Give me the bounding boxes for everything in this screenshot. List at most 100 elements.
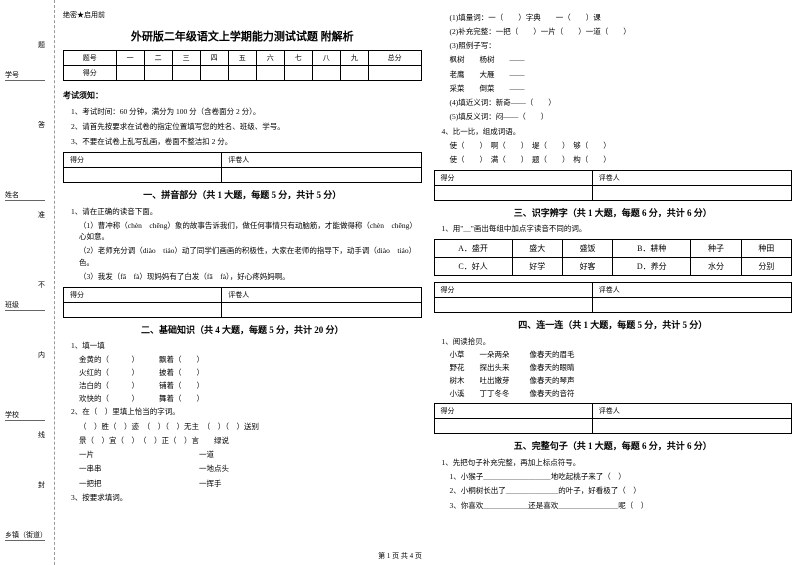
spine-mark: 封 bbox=[38, 480, 45, 490]
score-cell[interactable] bbox=[368, 66, 421, 81]
q-text: 4、比一比，组成词语。 bbox=[442, 126, 793, 137]
spine-mark: 准 bbox=[38, 210, 45, 220]
grader-cell[interactable] bbox=[222, 168, 421, 183]
q-text: (1)填量词：一（ ）字典 一（ ）课 bbox=[450, 12, 793, 23]
grader-cell: 评卷人 bbox=[222, 287, 421, 302]
notice-item: 1、考试时间：60 分钟，满分为 100 分（含卷面分 2 分）。 bbox=[71, 106, 422, 117]
spine-field-name: 姓名 bbox=[5, 190, 45, 201]
grader-box: 得分评卷人 bbox=[63, 152, 422, 183]
q-text: (5)填反义词：闷——（ ） bbox=[450, 111, 793, 122]
q-text: 3、你喜欢＿＿＿＿＿＿还是喜欢＿＿＿＿＿＿＿＿呢（ ） bbox=[450, 500, 793, 511]
q-text: 2、在（ ）里填上恰当的字词。 bbox=[71, 406, 422, 417]
score-cell: 四 bbox=[200, 51, 228, 66]
exam-title: 外研版二年级语文上学期能力测试试题 附解析 bbox=[63, 28, 422, 44]
q-text: 欢快的（ ） bbox=[79, 393, 159, 404]
grader-cell[interactable] bbox=[434, 185, 592, 200]
spine-field-town: 乡镇（街道） bbox=[5, 530, 45, 541]
score-cell[interactable] bbox=[144, 66, 172, 81]
score-cell: 六 bbox=[256, 51, 284, 66]
section-4-title: 四、连一连（共 1 大题，每题 5 分，共计 5 分） bbox=[434, 318, 793, 331]
q-text: （ ）胜（ ）迹 （ ）（ ）无主 （ ）（ ）送别 bbox=[79, 421, 422, 432]
score-cell: 九 bbox=[340, 51, 368, 66]
section-5-title: 五、完整句子（共 1 大题，每题 6 分，共计 6 分） bbox=[434, 439, 793, 452]
score-cell[interactable] bbox=[200, 66, 228, 81]
q-text: 1、请在正确的读音下面。 bbox=[71, 206, 422, 217]
spine-mark: 答 bbox=[38, 120, 45, 130]
score-cell[interactable] bbox=[172, 66, 200, 81]
q-text: 像春天的琴声 bbox=[530, 375, 575, 386]
spine-mark: 不 bbox=[38, 280, 45, 290]
char-cell: 盛饭 bbox=[562, 240, 612, 258]
q-text: 1、阅读拾贝。 bbox=[442, 336, 793, 347]
grader-cell: 得分 bbox=[434, 170, 592, 185]
grader-cell[interactable] bbox=[64, 168, 222, 183]
q-text: 1、小猴子＿＿＿＿＿＿＿＿＿地吃起桃子来了（ ） bbox=[450, 471, 793, 482]
score-cell[interactable] bbox=[228, 66, 256, 81]
grader-cell[interactable] bbox=[222, 302, 421, 317]
grader-cell[interactable] bbox=[592, 298, 791, 313]
grader-cell[interactable] bbox=[434, 419, 592, 434]
q-text: 披着（ ） bbox=[159, 367, 204, 378]
q-text: 枫树 杨树 —— bbox=[450, 54, 793, 65]
q-text: （2）老师充分调（diào tiáo）动了同学们画画的积极性，大家在老师的指导下… bbox=[79, 245, 422, 268]
char-cell: B．耕种 bbox=[613, 240, 691, 258]
grader-box: 得分评卷人 bbox=[434, 170, 793, 201]
q-text: 小溪 丁丁冬冬 bbox=[450, 388, 530, 399]
score-cell[interactable] bbox=[256, 66, 284, 81]
q-text: (2)补充完整：一把（ ）一片（ ）一道（ ） bbox=[450, 26, 793, 37]
char-cell: D．养分 bbox=[613, 258, 691, 276]
char-cell: 盛大 bbox=[512, 240, 562, 258]
q-text: 洁白的（ ） bbox=[79, 380, 159, 391]
score-cell: 总分 bbox=[368, 51, 421, 66]
q-text: （3）我发（fā fà）现妈妈有了白发（fā fà），好心疼妈妈啊。 bbox=[79, 271, 422, 282]
char-cell: C．好人 bbox=[434, 258, 512, 276]
q-text: 3、按要求填词。 bbox=[71, 492, 422, 503]
grader-cell: 评卷人 bbox=[222, 153, 421, 168]
score-cell[interactable] bbox=[116, 66, 144, 81]
q-text: 1、先把句子补充完整，再加上标点符号。 bbox=[442, 457, 793, 468]
q-text: 飘着（ ） bbox=[159, 354, 204, 365]
spine-mark: 线 bbox=[38, 430, 45, 440]
char-cell: 种田 bbox=[741, 240, 791, 258]
score-cell[interactable] bbox=[340, 66, 368, 81]
q-text: 野花 探出头来 bbox=[450, 362, 530, 373]
q-text: 使（ ） 满（ ） 题（ ） 构（ ） bbox=[450, 154, 793, 165]
score-cell: 得分 bbox=[64, 66, 117, 81]
q-text: 像春天的眼睛 bbox=[530, 362, 575, 373]
secret-label: 绝密★启用前 bbox=[63, 10, 422, 20]
notice-item: 3、不要在试卷上乱写乱画，卷面不整洁扣 2 分。 bbox=[71, 136, 422, 147]
q-text: (4)填近义词：新奇——（ ） bbox=[450, 97, 793, 108]
q-text: （1）曹冲称（chèn chēng）象的故事告诉我们，做任何事情只有动脑筋，才能… bbox=[79, 220, 422, 243]
q-text: 铺着（ ） bbox=[159, 380, 204, 391]
grader-cell[interactable] bbox=[64, 302, 222, 317]
grader-cell[interactable] bbox=[434, 298, 592, 313]
section-3-title: 三、识字辨字（共 1 大题，每题 6 分，共计 6 分） bbox=[434, 206, 793, 219]
score-cell: 五 bbox=[228, 51, 256, 66]
spine-field-class: 班级 bbox=[5, 300, 45, 311]
q-text: 一串串 一地点头 bbox=[79, 463, 422, 474]
q-text: 小草 一朵两朵 bbox=[450, 349, 530, 360]
grader-cell[interactable] bbox=[592, 185, 791, 200]
score-cell[interactable] bbox=[284, 66, 312, 81]
binding-spine: 乡镇（街道） 学校 班级 姓名 学号 封 线 内 不 准 答 题 bbox=[0, 0, 55, 565]
q-text: 采菜 倒菜 —— bbox=[450, 83, 793, 94]
q-text: 老鹰 大雁 —— bbox=[450, 69, 793, 80]
grader-cell[interactable] bbox=[592, 419, 791, 434]
spine-mark: 内 bbox=[38, 350, 45, 360]
q-text: 2、小桐树长出了＿＿＿＿＿＿＿的叶子，好看极了（ ） bbox=[450, 485, 793, 496]
grader-cell: 得分 bbox=[64, 153, 222, 168]
section-1-title: 一、拼音部分（共 1 大题，每题 5 分，共计 5 分） bbox=[63, 188, 422, 201]
char-cell: 分别 bbox=[741, 258, 791, 276]
spine-mark: 题 bbox=[38, 40, 45, 50]
grader-cell: 得分 bbox=[64, 287, 222, 302]
grader-box: 得分评卷人 bbox=[434, 282, 793, 313]
char-cell: 种子 bbox=[691, 240, 741, 258]
score-cell[interactable] bbox=[312, 66, 340, 81]
grader-cell: 评卷人 bbox=[592, 404, 791, 419]
q-text: 火红的（ ） bbox=[79, 367, 159, 378]
main-content: 绝密★启用前 外研版二年级语文上学期能力测试试题 附解析 题号 一 二 三 四 … bbox=[55, 0, 800, 565]
char-cell: 好客 bbox=[562, 258, 612, 276]
char-cell: 水分 bbox=[691, 258, 741, 276]
q-text: 舞着（ ） bbox=[159, 393, 204, 404]
grader-cell: 得分 bbox=[434, 283, 592, 298]
